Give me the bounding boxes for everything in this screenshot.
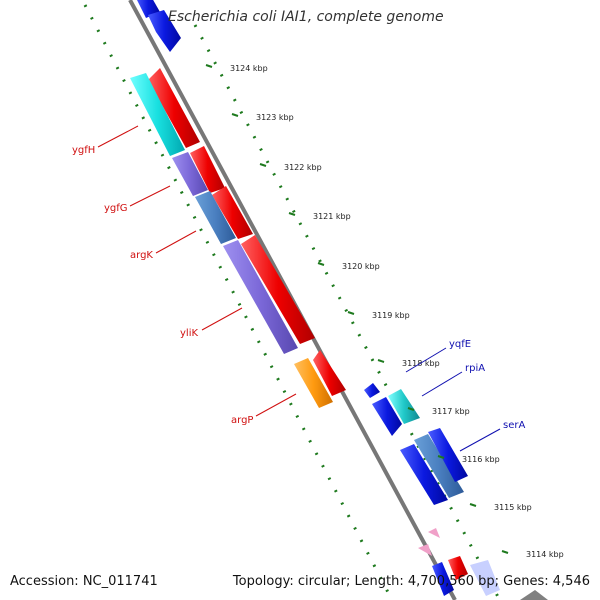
- gene-ygfH[interactable]: [130, 73, 185, 156]
- gene-fragment: [428, 528, 440, 538]
- gene-arrow[interactable]: [190, 146, 225, 193]
- gene-label-yliK[interactable]: yliK: [180, 328, 198, 339]
- gene-arrow[interactable]: [212, 186, 253, 239]
- gene-fragment: [432, 562, 454, 596]
- genome-summary-text: Topology: circular; Length: 4,700,560 bp…: [232, 574, 590, 589]
- gene-leader-line: [459, 428, 501, 452]
- tick-label: 3124 kbp: [230, 64, 268, 73]
- gene-fragment: [448, 556, 468, 580]
- gene-arrow[interactable]: [313, 350, 346, 396]
- tick-label: 3119 kbp: [372, 311, 410, 320]
- tick-mark: [259, 163, 267, 167]
- gene-leader-line: [255, 393, 297, 417]
- gene-label-rpiA[interactable]: rpiA: [465, 363, 485, 374]
- tick-mark: [501, 550, 509, 554]
- gene-yliK[interactable]: [223, 240, 298, 354]
- tick-mark: [317, 262, 325, 266]
- outer-dotted-track: [83, 4, 394, 600]
- genome-title: Escherichia coli IAI1, complete genome: [168, 9, 444, 25]
- gene-label-ygfH[interactable]: ygfH: [72, 145, 95, 156]
- accession-text: Accession: NC_011741: [10, 574, 158, 589]
- gene-label-serA[interactable]: serA: [503, 420, 525, 431]
- tick-mark: [347, 311, 355, 315]
- gene-label-argK[interactable]: argK: [130, 250, 153, 261]
- gene-leader-line: [129, 185, 171, 207]
- gene-serA-steel[interactable]: [414, 434, 464, 498]
- gene-fragment: [418, 544, 432, 556]
- tick-mark: [377, 359, 385, 363]
- gene-leader-line: [155, 230, 197, 254]
- gene-serA[interactable]: [400, 444, 448, 505]
- gene-leader-line: [201, 307, 243, 331]
- tick-label: 3123 kbp: [256, 113, 294, 122]
- tick-label: 3122 kbp: [284, 163, 322, 172]
- gene-rpiA-teal[interactable]: [388, 389, 420, 424]
- gene-argP[interactable]: [294, 358, 333, 408]
- tick-label: 3115 kbp: [494, 503, 532, 512]
- gene-argK[interactable]: [195, 191, 236, 244]
- tick-mark: [231, 113, 239, 117]
- gene-label-yqfE[interactable]: yqfE: [449, 339, 471, 350]
- tick-mark: [437, 455, 445, 459]
- tick-label: 3121 kbp: [313, 212, 351, 221]
- tick-mark: [288, 212, 296, 216]
- gene-fragment: [470, 560, 500, 596]
- gene-ygfG[interactable]: [172, 152, 208, 196]
- gene-label-ygfG[interactable]: ygfG: [104, 203, 128, 214]
- tick-mark: [407, 407, 415, 411]
- gene-label-argP[interactable]: argP: [231, 415, 253, 426]
- tick-mark: [205, 64, 213, 68]
- gene-arrow-reverse[interactable]: [148, 10, 181, 52]
- gene-serA-blue[interactable]: [428, 428, 468, 482]
- tick-label: 3114 kbp: [526, 550, 564, 559]
- gene-arrow[interactable]: [241, 235, 315, 344]
- gene-leader-line: [405, 347, 447, 373]
- gene-rpiA[interactable]: [372, 397, 402, 436]
- gene-arrow[interactable]: [148, 68, 200, 148]
- tick-label: 3117 kbp: [432, 407, 470, 416]
- gene-leader-line: [421, 371, 463, 397]
- gene-yqfE[interactable]: [364, 383, 380, 398]
- tick-label: 3120 kbp: [342, 262, 380, 271]
- gene-leader-line: [97, 125, 139, 148]
- tick-label: 3116 kbp: [462, 455, 500, 464]
- tick-mark: [469, 503, 477, 507]
- gene-fragment: [520, 590, 548, 600]
